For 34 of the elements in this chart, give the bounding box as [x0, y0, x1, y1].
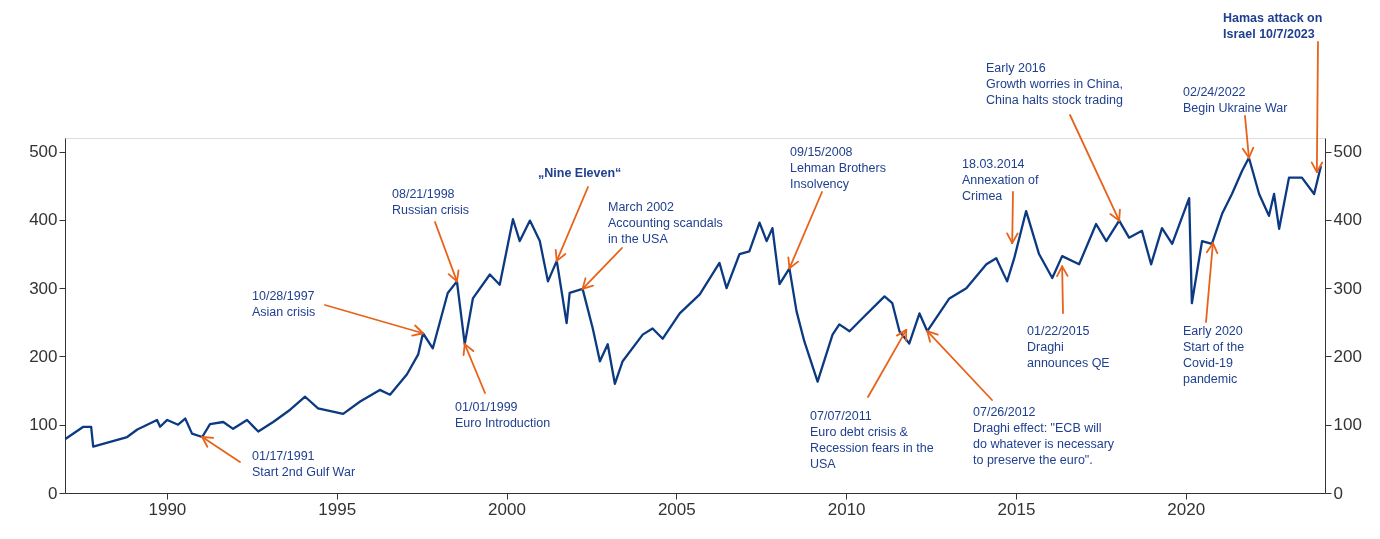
annotation: 08/21/1998 Russian crisis [392, 187, 470, 217]
annotation: 10/28/1997 Asian crisis [252, 289, 316, 319]
x-tick-label: 1995 [318, 499, 357, 519]
annotation: Hamas attack on Israel 10/7/2023 [1223, 11, 1323, 41]
annotation: Early 2020 Start of the Covid-19 pandemic [1183, 324, 1245, 386]
x-tick-label: 2010 [827, 499, 866, 519]
annotation: 01/17/1991 Start 2nd Gulf War [252, 449, 356, 479]
y2-tick-label: 500 [1333, 142, 1362, 162]
annotation: 02/24/2022 Begin Ukraine War [1183, 85, 1288, 115]
y-tick-label: 300 [29, 278, 58, 298]
annotation: 01/01/1999 Euro Introduction [455, 400, 551, 430]
x-tick-label: 2000 [488, 499, 526, 519]
x-tick-label: 2020 [1167, 499, 1206, 519]
annotation: 07/07/2011 Euro debt crisis & Recession fears in the USA [810, 409, 934, 471]
y2-tick-label: 300 [1333, 278, 1362, 298]
y2-tick-label: 100 [1333, 415, 1362, 435]
annotation: March 2002 Accounting scandals in the USA [608, 200, 723, 246]
annotation: Early 2016 Growth worries in China, China halts stock trading [986, 61, 1123, 107]
y-tick-label: 100 [29, 415, 58, 435]
annotation: „Nine Eleven“ [538, 166, 622, 180]
y-tick-label: 0 [48, 483, 58, 503]
x-tick-label: 2005 [657, 499, 696, 519]
x-tick-label: 2015 [997, 499, 1036, 519]
annotation: 01/22/2015 Draghi announces QE [1027, 324, 1110, 370]
annotation: 09/15/2008 Lehman Brothers Insolvency [790, 145, 886, 191]
y-tick-label: 200 [29, 346, 58, 366]
annotation: 18.03.2014 Annexation of Crimea [962, 157, 1039, 203]
y2-tick-label: 400 [1333, 210, 1362, 230]
y2-tick-label: 0 [1333, 483, 1343, 503]
x-tick-label: 1990 [148, 499, 187, 519]
annotation: 07/26/2012 Draghi effect: "ECB will do whatever is necessary to preserve the euro". [973, 405, 1115, 467]
y2-tick-label: 200 [1333, 346, 1362, 366]
y-tick-label: 500 [29, 142, 58, 162]
y-tick-label: 400 [29, 210, 58, 230]
